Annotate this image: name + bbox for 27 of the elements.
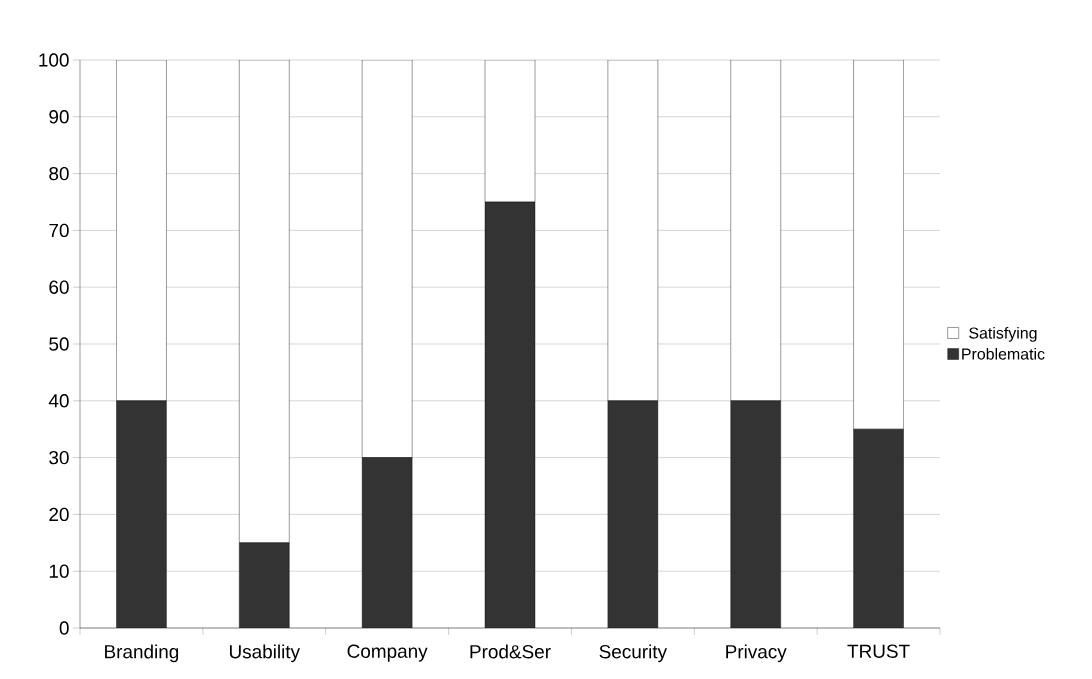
y-tick-label: 40 (48, 394, 69, 408)
bar (853, 429, 904, 628)
x-tick-label: Security (599, 644, 667, 663)
x-tick-label: TRUST (847, 644, 910, 658)
bar (239, 542, 290, 628)
bar (362, 457, 413, 628)
x-tick-label: Prod&Ser (470, 644, 551, 659)
bar (116, 400, 167, 628)
y-tick-label: 30 (49, 450, 69, 465)
y-tick-label: 100 (39, 53, 69, 67)
y-tick-label: 20 (49, 507, 69, 522)
legend-label: Problematic (962, 347, 1045, 360)
y-tick-label: 90 (49, 110, 69, 124)
legend-label: Satisfying (969, 326, 1037, 342)
x-tick-label: Company (347, 644, 428, 662)
x-tick-label: Branding (105, 644, 179, 663)
x-tick-label: Usability (229, 644, 300, 663)
y-tick-label: 80 (49, 166, 69, 181)
y-tick-label: 10 (49, 564, 69, 578)
bar (485, 202, 535, 628)
bar (730, 400, 781, 628)
y-tick-label: 70 (49, 223, 69, 238)
y-tick-label: 60 (49, 280, 69, 294)
y-tick-label: 0 (59, 621, 69, 635)
y-tick-label: 50 (49, 337, 69, 351)
bar (607, 400, 658, 628)
x-tick-label: Privacy (726, 644, 787, 663)
